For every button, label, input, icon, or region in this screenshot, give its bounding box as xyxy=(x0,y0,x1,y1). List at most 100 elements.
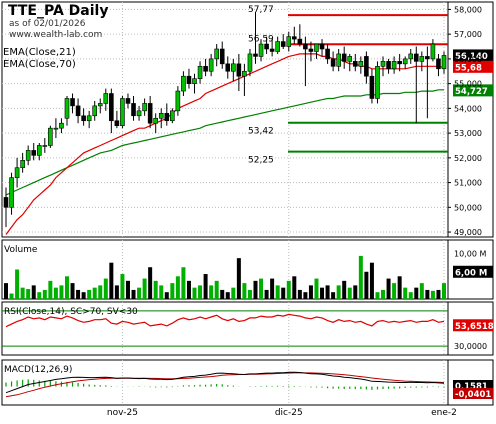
volume-bar xyxy=(253,280,258,299)
candle-body-up xyxy=(430,43,436,60)
candle-body-down xyxy=(70,98,75,107)
volume-bar xyxy=(148,267,153,299)
resistance-level-label: 57,77 xyxy=(248,5,274,15)
volume-bar xyxy=(292,276,297,299)
volume-bar xyxy=(214,280,219,299)
candle xyxy=(125,93,131,109)
candle xyxy=(70,93,75,114)
candle xyxy=(92,100,98,121)
candle-body-up xyxy=(402,58,408,65)
volume-bar xyxy=(286,280,291,299)
candle-body-up xyxy=(158,113,164,119)
volume-bar xyxy=(403,287,408,299)
price-tick-label: 49,000 xyxy=(454,228,482,237)
candle-body-up xyxy=(208,58,214,72)
volume-bar xyxy=(381,289,386,299)
candle xyxy=(264,36,269,54)
candle-body-up xyxy=(375,66,380,99)
candle xyxy=(175,86,181,116)
candle-body-up xyxy=(419,56,425,62)
candle xyxy=(20,152,25,173)
candle xyxy=(36,143,42,161)
volume-bar xyxy=(320,287,325,299)
volume-bar xyxy=(170,283,175,299)
candle-body-up xyxy=(64,98,70,119)
price-tick-label: 50,000 xyxy=(454,203,482,212)
macd-pane: 0,1581-0,0401 xyxy=(5,371,493,400)
candle xyxy=(330,51,336,72)
volume-bar xyxy=(247,289,252,299)
volume-bar xyxy=(76,289,81,299)
volume-bar xyxy=(419,283,424,299)
volume-bar xyxy=(109,262,114,299)
volume-bar xyxy=(442,283,446,299)
candle-body-down xyxy=(236,63,242,77)
candle xyxy=(402,56,408,69)
ema21-line xyxy=(5,53,445,235)
ema21-label: EMA(Close,21) xyxy=(3,47,76,58)
candle-body-up xyxy=(136,110,142,117)
volume-bar xyxy=(103,278,108,299)
candle-body-up xyxy=(380,61,386,67)
candle-body-up xyxy=(231,63,236,72)
candle-body-down xyxy=(109,93,114,122)
candle-body-down xyxy=(75,105,81,117)
volume-bar xyxy=(325,285,330,299)
candle-body-down xyxy=(203,66,208,72)
price-tick-label: 52,000 xyxy=(454,154,482,163)
candle-body-up xyxy=(391,61,397,70)
volume-bar xyxy=(42,289,47,299)
candle xyxy=(369,68,375,104)
candle xyxy=(147,96,153,129)
volume-bar xyxy=(425,289,430,299)
ema70-label: EMA(Close,70) xyxy=(3,59,76,70)
volume-bar xyxy=(336,285,341,299)
candle-body-down xyxy=(413,53,419,62)
price-tick-label: 56,000 xyxy=(454,55,482,64)
candle xyxy=(109,88,114,134)
candle-body-down xyxy=(341,53,347,62)
volume-bar xyxy=(9,293,14,299)
volume-bar xyxy=(192,287,197,299)
candle xyxy=(158,108,164,129)
candle xyxy=(203,58,208,77)
volume-bar xyxy=(15,269,20,299)
candle xyxy=(314,43,319,59)
volume-bar xyxy=(264,289,269,299)
candle xyxy=(413,46,419,124)
rsi-tick-label: 30,0000 xyxy=(454,342,487,351)
candle xyxy=(192,73,197,94)
chart-title: TTE_PA Daily xyxy=(8,3,108,19)
candle xyxy=(397,53,402,72)
candle-body-down xyxy=(303,43,308,50)
candle xyxy=(325,44,330,64)
volume-bar xyxy=(308,285,313,299)
volume-bar xyxy=(220,289,225,299)
candle xyxy=(59,118,64,134)
volume-pane: 10,00 M 6,00 M xyxy=(4,250,493,299)
as-of-date: as of 02/01/2026 xyxy=(9,19,86,29)
candle xyxy=(170,108,175,124)
candle xyxy=(14,157,20,188)
candle-body-up xyxy=(36,145,42,156)
candle-body-down xyxy=(219,48,225,65)
candle-body-up xyxy=(14,167,20,178)
volume-bar xyxy=(20,287,25,299)
volume-bar xyxy=(225,292,230,299)
macd-badge xyxy=(453,380,493,391)
candle xyxy=(225,56,231,79)
candle xyxy=(352,53,358,72)
volume-bar xyxy=(242,283,247,299)
ema70-badge-text: 54,727 xyxy=(455,87,488,97)
candle-body-up xyxy=(275,41,280,52)
volume-bar xyxy=(275,285,280,299)
volume-bar xyxy=(53,287,58,299)
volume-bar xyxy=(175,276,180,299)
candle xyxy=(64,96,70,126)
volume-bar xyxy=(209,285,214,299)
candle-body-up xyxy=(92,105,98,117)
macd-badge-text: 0,1581 xyxy=(455,382,488,392)
macd-signal-line xyxy=(5,372,445,398)
candle xyxy=(436,53,441,77)
volume-bar xyxy=(181,267,186,299)
